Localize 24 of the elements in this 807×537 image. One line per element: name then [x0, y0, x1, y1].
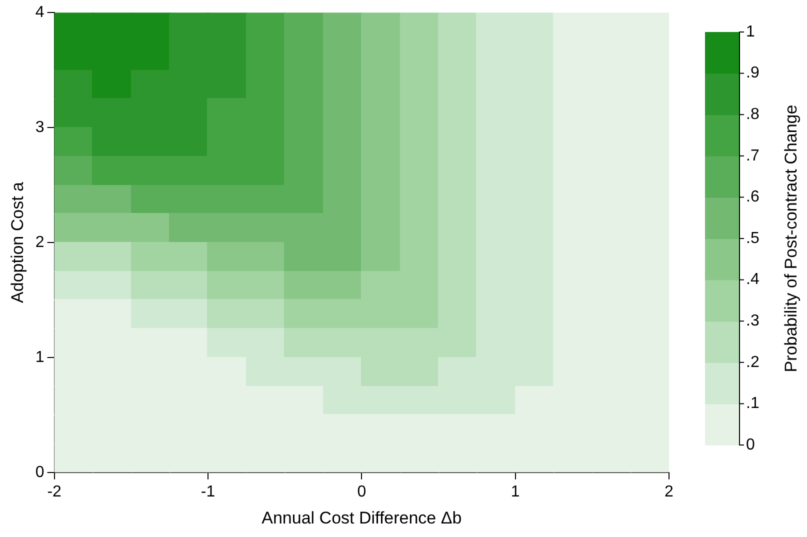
y-tick-label: 3	[35, 118, 44, 136]
color-bar-label: .9	[746, 64, 760, 82]
color-bar-label: 1	[746, 23, 755, 40]
x-tick-label: 0	[357, 483, 366, 500]
x-tick-label: -1	[200, 483, 216, 500]
color-bar-label: 0	[746, 436, 755, 454]
x-tick-label: 2	[664, 483, 674, 500]
y-tick-label: 0	[35, 464, 44, 481]
color-bar-label: .8	[746, 106, 760, 124]
color-bar-label: .7	[746, 147, 760, 164]
y-tick-label: 4	[35, 4, 44, 22]
color-bar-label: .3	[746, 312, 760, 330]
y-tick-label: 2	[35, 234, 44, 251]
x-tick-label: 1	[510, 483, 520, 500]
y-axis-title: Adoption Cost a	[8, 181, 27, 303]
x-tick-label: -2	[47, 483, 62, 500]
color-bar-label: .1	[746, 395, 760, 412]
color-bar-label: .5	[746, 230, 760, 247]
color-bar-label: .6	[746, 188, 760, 206]
x-axis-title: Annual Cost Difference Δb	[262, 508, 462, 528]
color-bar-label: .2	[746, 354, 760, 371]
color-bar-title: Probability of Post-contract Change	[782, 104, 801, 372]
y-tick-label: 1	[35, 348, 44, 366]
color-bar-label: .4	[746, 271, 760, 288]
